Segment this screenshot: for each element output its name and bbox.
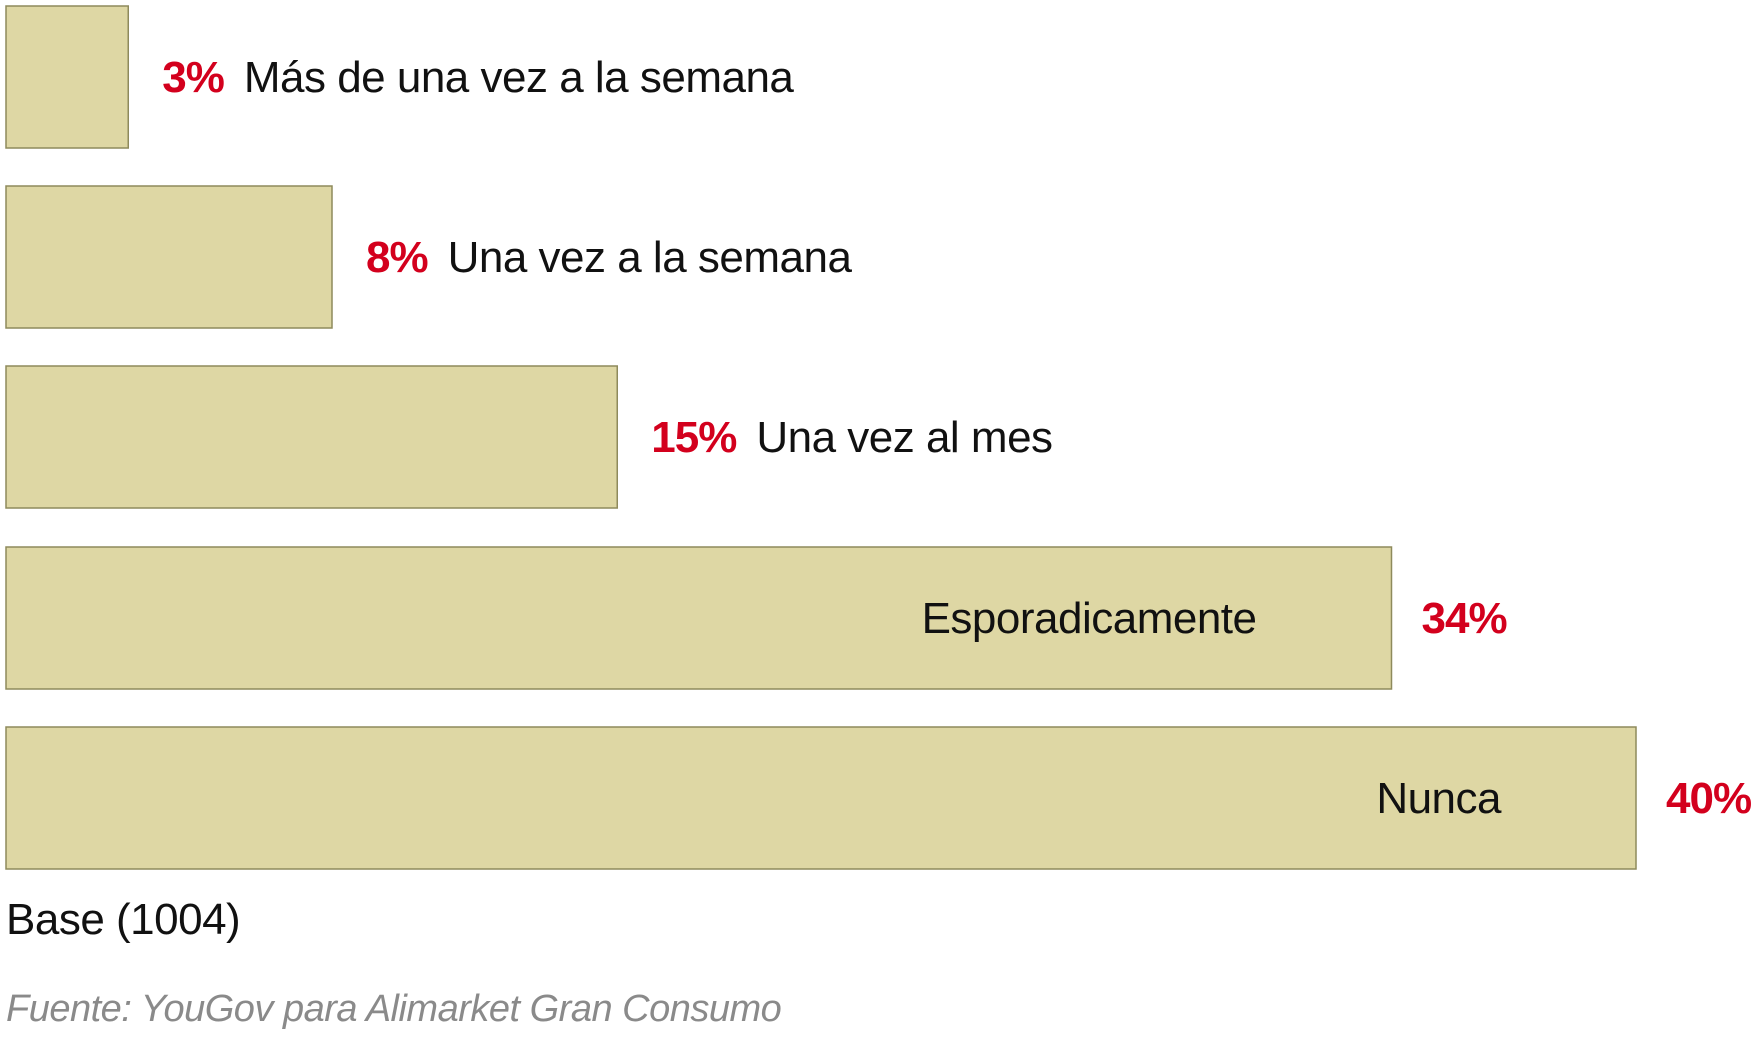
base-label: Base (1004): [6, 895, 241, 944]
value-label-3: 34%: [1422, 594, 1507, 643]
category-label-3: Esporadicamente: [922, 594, 1257, 643]
category-label-0: Más de una vez a la semana: [244, 53, 795, 102]
category-label-4: Nunca: [1376, 774, 1502, 823]
bar-0: [5, 5, 129, 149]
value-label-4: 40%: [1666, 774, 1751, 823]
bar-3: [5, 546, 1393, 690]
category-label-1: Una vez a la semana: [448, 233, 853, 282]
value-label-2: 15%: [651, 413, 736, 462]
bar-1: [5, 185, 333, 329]
bar-4: [5, 726, 1637, 870]
source-label: Fuente: YouGov para Alimarket Gran Consu…: [6, 988, 782, 1030]
bar-2: [5, 365, 618, 509]
value-label-0: 3%: [162, 53, 224, 102]
category-label-2: Una vez al mes: [756, 413, 1052, 462]
value-label-1: 8%: [366, 233, 428, 282]
